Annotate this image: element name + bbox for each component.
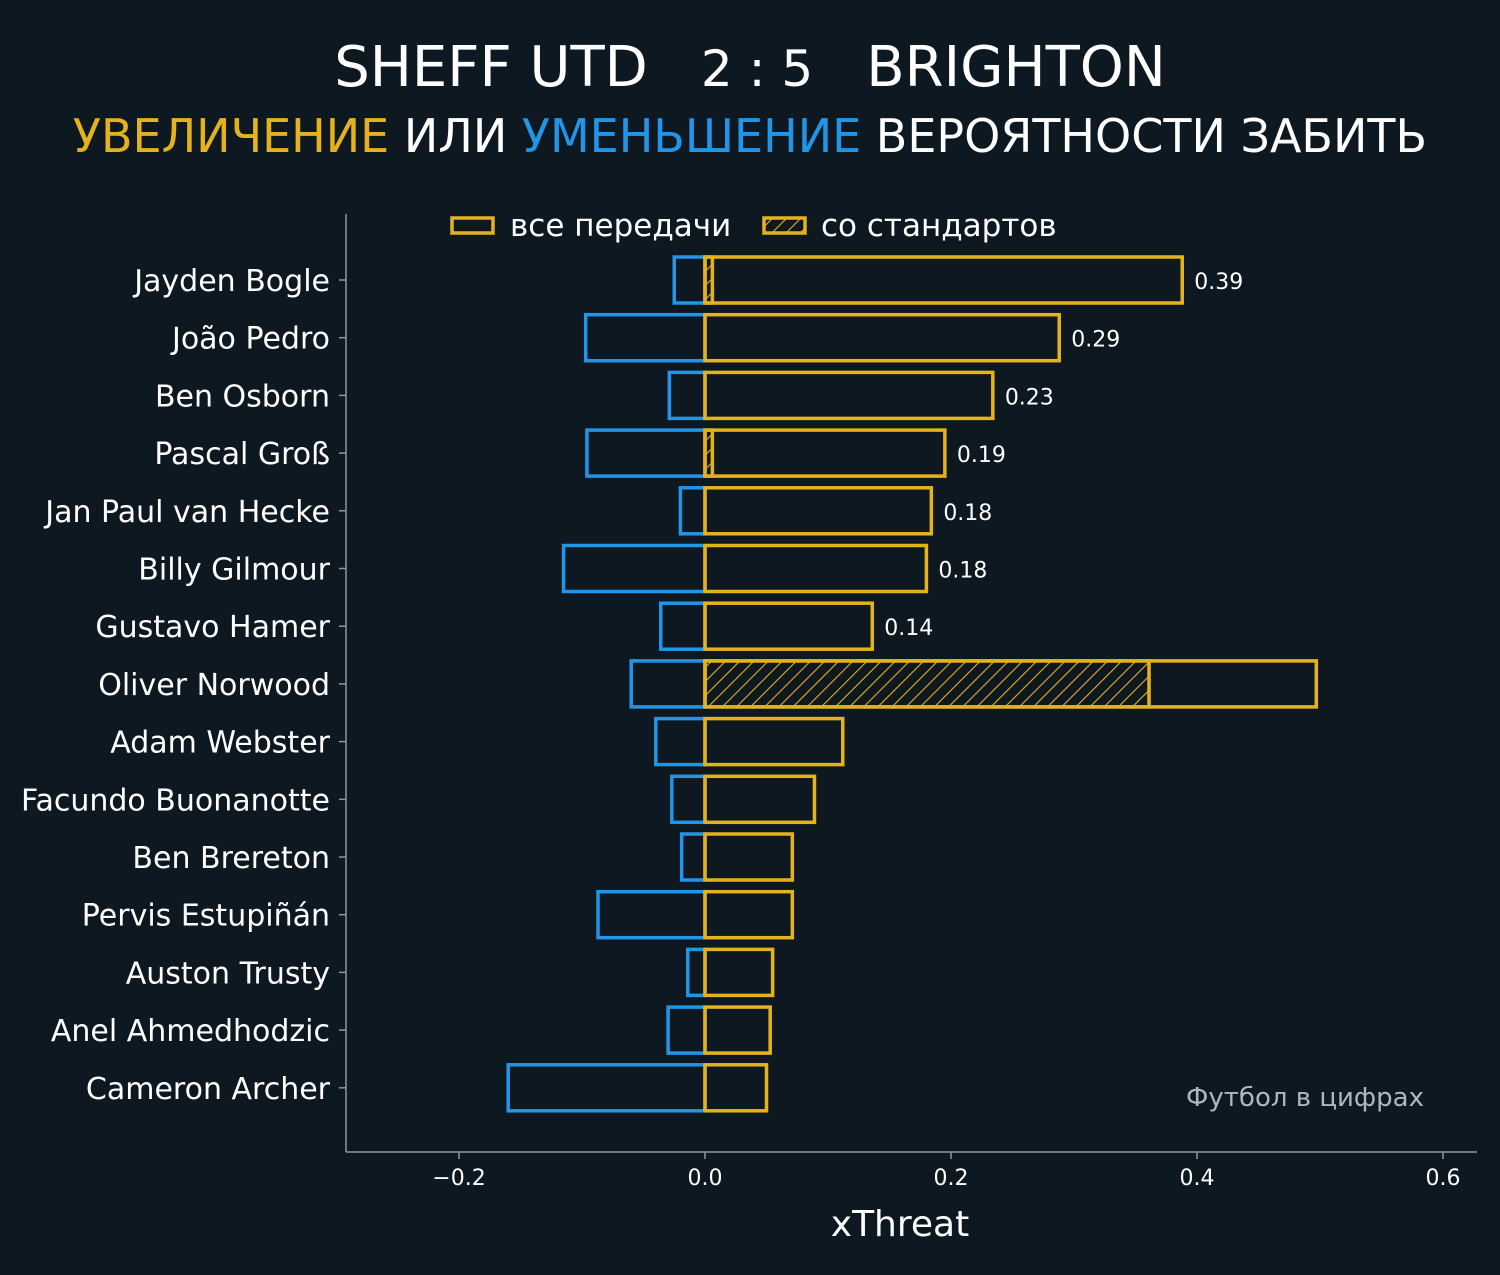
- bar-negative: [596, 889, 707, 940]
- player-label: Anel Ahmedhodzic: [51, 1014, 330, 1049]
- subtitle-increase: УВЕЛИЧЕНИЕ: [73, 109, 389, 163]
- x-tick-label: 0.6: [1426, 1166, 1461, 1191]
- value-label: 0.14: [884, 616, 933, 641]
- player-label: Jayden Bogle: [132, 264, 330, 299]
- bar-negative: [629, 659, 707, 709]
- bar-positive: [703, 255, 1184, 305]
- value-label: 0.18: [938, 559, 987, 584]
- value-label: 0.18: [943, 501, 992, 526]
- player-label: Billy Gilmour: [138, 553, 330, 588]
- legend-label-all-passes: все передачи: [510, 208, 731, 244]
- player-label: Auston Trusty: [126, 956, 330, 991]
- bar-positive: [703, 947, 775, 998]
- bar-positive: [703, 1005, 772, 1055]
- bar-positive: [703, 370, 995, 421]
- x-tick-label: −0.2: [432, 1166, 485, 1191]
- subtitle-rest: ВЕРОЯТНОСТИ ЗАБИТЬ: [876, 109, 1427, 163]
- bar-positive: [703, 428, 947, 478]
- bar-negative: [678, 486, 707, 536]
- bar-negative: [658, 601, 707, 651]
- legend-swatch-set-pieces: [762, 216, 807, 235]
- watermark: Футбол в цифрах: [1186, 1083, 1424, 1113]
- player-label: Gustavo Hamer: [95, 610, 330, 645]
- bar-negative: [666, 1005, 707, 1055]
- value-label: 0.39: [1194, 270, 1243, 295]
- x-tick-label: 0.0: [688, 1166, 723, 1191]
- bar-positive: [703, 486, 934, 536]
- value-label: 0.29: [1071, 328, 1120, 353]
- bar-positive: [703, 312, 1061, 363]
- bar-positive: [703, 832, 795, 882]
- x-tick-label: 0.2: [934, 1166, 969, 1191]
- bar-positive: [703, 774, 817, 825]
- bar-set-pieces: [703, 659, 1151, 709]
- bar-negative: [686, 947, 707, 998]
- player-label: Adam Webster: [110, 726, 330, 761]
- player-label: Ben Brereton: [132, 841, 330, 876]
- x-axis-title: xThreat: [831, 1204, 969, 1245]
- bar-negative: [679, 832, 707, 882]
- player-label: Cameron Archer: [86, 1072, 331, 1107]
- plot-area: −0.2 0.0 0.2 0.4 0.6 Jayden Bogle 0.39 João Ped…: [21, 214, 1477, 1191]
- subtitle-or: ИЛИ: [404, 109, 507, 163]
- bar-negative: [561, 543, 707, 594]
- bar-positive: [703, 659, 1319, 709]
- player-label: Jan Paul van Hecke: [43, 495, 330, 530]
- value-label: 0.19: [957, 443, 1006, 468]
- player-label: João Pedro: [170, 322, 330, 357]
- home-team: SHEFF UTD: [334, 35, 648, 100]
- bar-negative: [672, 255, 707, 305]
- subtitle-decrease: УМЕНЬШЕНИЕ: [522, 109, 861, 163]
- legend-swatch-all-passes: [450, 216, 495, 235]
- score: 2 : 5: [701, 40, 813, 98]
- bar-negative: [654, 716, 707, 767]
- x-tick-label: 0.4: [1180, 1166, 1215, 1191]
- player-label: Pervis Estupiñán: [82, 899, 330, 934]
- bar-positive: [703, 889, 795, 940]
- player-label: Facundo Buonanotte: [21, 783, 330, 818]
- bar-positive: [703, 543, 929, 594]
- player-label: Ben Osborn: [155, 379, 330, 414]
- bar-positive: [703, 716, 845, 767]
- away-team: BRIGHTON: [866, 35, 1166, 100]
- bar-negative: [670, 774, 707, 825]
- subtitle: УВЕЛИЧЕНИЕ ИЛИ УМЕНЬШЕНИЕ ВЕРОЯТНОСТИ ЗА…: [73, 109, 1427, 163]
- player-label: Oliver Norwood: [98, 668, 330, 703]
- bar-positive: [703, 601, 875, 651]
- bar-negative: [585, 428, 707, 478]
- legend: все передачи со стандартов: [450, 208, 1057, 244]
- bar-negative: [667, 370, 707, 421]
- legend-label-set-pieces: со стандартов: [821, 208, 1057, 244]
- bar-positive: [703, 1063, 769, 1113]
- player-label: Pascal Groß: [154, 437, 330, 472]
- bar-negative: [506, 1063, 707, 1113]
- title: SHEFF UTD 2 : 5 BRIGHTON: [334, 35, 1166, 100]
- bar-negative: [583, 312, 707, 363]
- value-label: 0.23: [1005, 385, 1054, 410]
